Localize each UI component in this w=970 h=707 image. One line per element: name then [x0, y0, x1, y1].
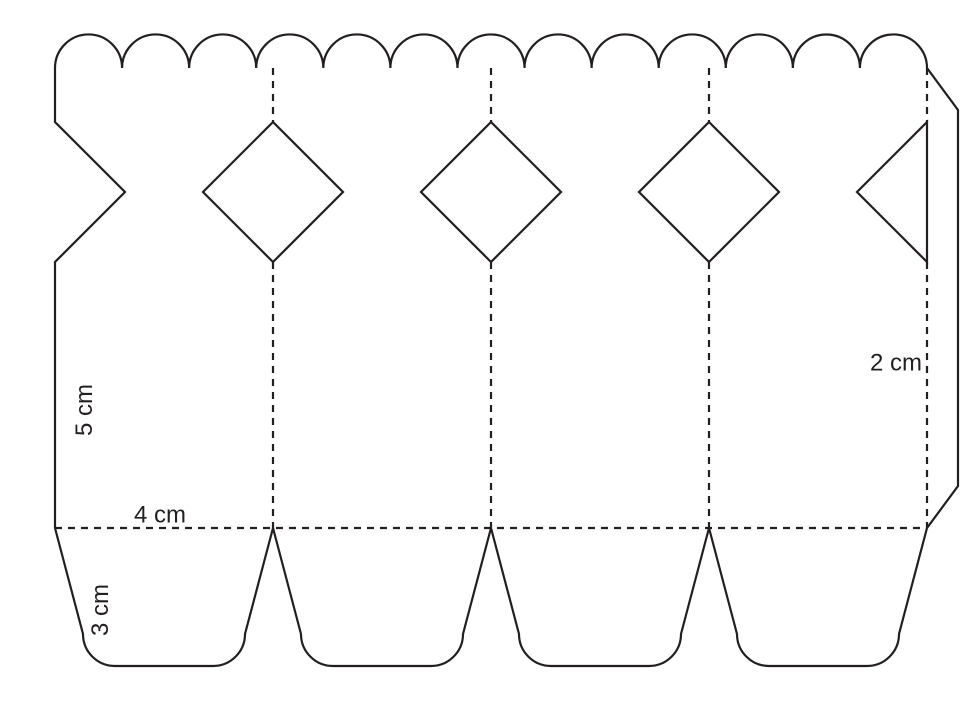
diamond-cutout-3: [639, 122, 779, 262]
diamond-cutout-2: [421, 122, 561, 262]
label-left_3cm: 3 cm: [87, 584, 114, 636]
label-right_2cm: 2 cm: [870, 349, 922, 376]
diamond-cutout-4: [857, 122, 927, 262]
outline: [55, 34, 958, 666]
label-left_5cm: 5 cm: [71, 384, 98, 436]
diamond-cutout-1: [203, 122, 343, 262]
popcorn-box-template: 5 cm 4 cm 3 cm 2 cm: [0, 0, 970, 707]
label-left_4cm: 4 cm: [134, 501, 186, 528]
